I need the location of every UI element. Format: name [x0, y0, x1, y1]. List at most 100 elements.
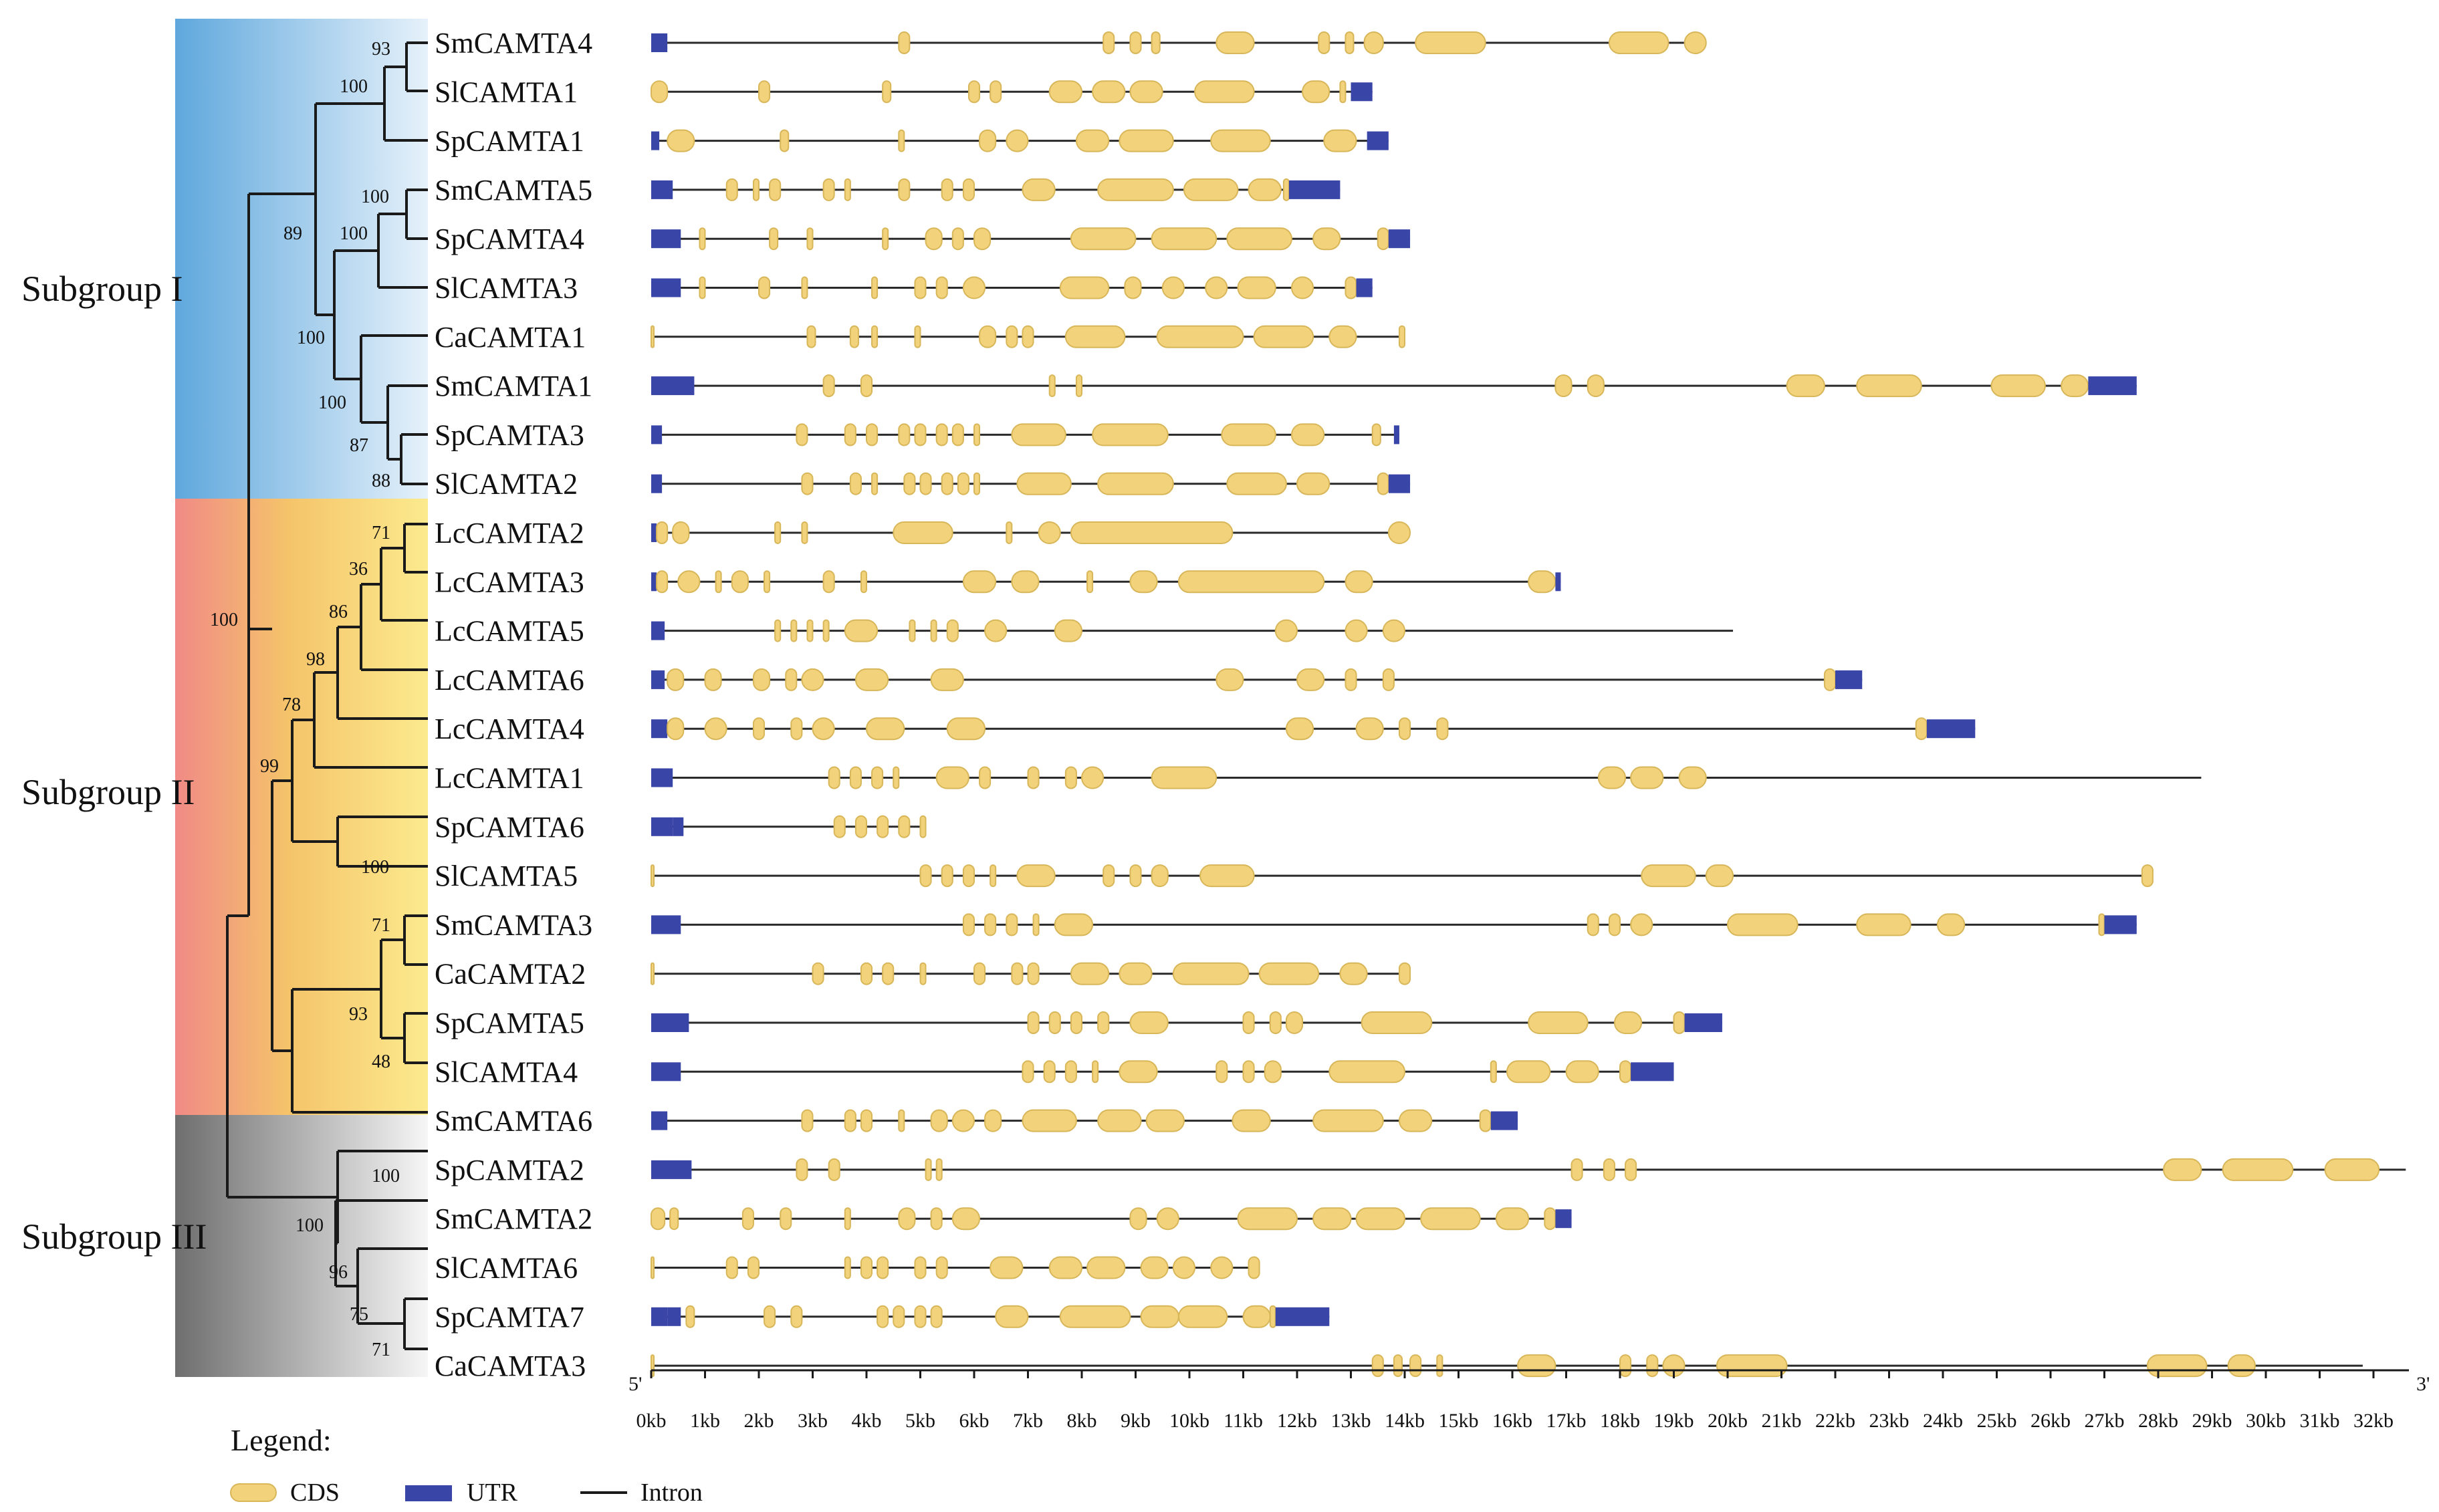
cds-exon	[898, 1109, 905, 1132]
axis-tick-label: 14kb	[1385, 1410, 1425, 1432]
cds-exon	[1264, 1060, 1282, 1084]
cds-exon	[1990, 374, 2046, 398]
gene-label: LcCAMTA5	[435, 615, 584, 648]
gene-label: LcCAMTA3	[435, 565, 584, 598]
utr-region	[651, 33, 668, 52]
cds-exon	[1006, 521, 1013, 544]
cds-exon	[774, 619, 782, 642]
cds-exon	[946, 717, 986, 741]
cds-exon	[914, 1256, 927, 1279]
cds-exon	[790, 619, 798, 642]
axis-tick-label: 31kb	[2300, 1410, 2340, 1432]
cds-exon	[1641, 864, 1696, 888]
cds-exon	[780, 1207, 792, 1231]
cds-exon	[1285, 717, 1314, 741]
cds-exon	[822, 570, 835, 594]
cds-exon	[1199, 864, 1255, 888]
cds-exon	[801, 276, 808, 299]
cds-exon	[860, 962, 873, 985]
cds-exon	[1936, 913, 1966, 936]
cds-exon	[1048, 374, 1056, 398]
cds-exon	[1043, 1060, 1056, 1084]
cds-exon	[1345, 31, 1355, 54]
utr-region	[651, 768, 673, 787]
utr-region	[1835, 670, 1863, 689]
cds-exon	[651, 962, 655, 985]
cds-exon	[1646, 1354, 1659, 1378]
cds-exon	[2141, 864, 2154, 888]
cds-exon	[1506, 1060, 1551, 1084]
gene-structure-row	[651, 472, 1411, 495]
legend-cds-swatch	[230, 1483, 277, 1502]
cds-exon	[1011, 423, 1066, 447]
cds-exon	[898, 31, 911, 54]
bootstrap-label: 98	[306, 649, 325, 670]
cds-exon	[747, 1256, 760, 1279]
axis-tick-label: 16kb	[1492, 1410, 1532, 1432]
gene-structure-row	[651, 1109, 1518, 1132]
cds-exon	[828, 766, 840, 789]
cds-exon	[1140, 1305, 1179, 1328]
cds-exon	[893, 766, 900, 789]
cds-exon	[1038, 521, 1061, 544]
cds-exon	[822, 619, 830, 642]
cds-exon	[1415, 31, 1486, 54]
cds-exon	[1022, 1109, 1077, 1132]
cds-exon	[1269, 1305, 1276, 1328]
utr-region	[651, 1307, 668, 1326]
bootstrap-label: 36	[349, 559, 368, 580]
cds-exon	[871, 276, 879, 299]
axis-tick-label: 9kb	[1121, 1410, 1151, 1432]
gene-label: LcCAMTA6	[435, 664, 584, 697]
legend-title: Legend:	[231, 1423, 332, 1457]
cds-exon	[1237, 1207, 1298, 1231]
cds-exon	[844, 1109, 856, 1132]
cds-exon	[1290, 276, 1314, 299]
cds-exon	[1119, 1060, 1158, 1084]
bootstrap-label: 96	[329, 1262, 348, 1283]
utr-region	[651, 229, 681, 249]
cds-exon	[1027, 1011, 1040, 1034]
cds-exon	[1363, 31, 1384, 54]
gene-label: SmCAMTA6	[435, 1105, 592, 1138]
cds-exon	[1183, 178, 1239, 201]
cds-exon	[1613, 1011, 1643, 1034]
cds-exon	[844, 423, 856, 447]
cds-exon	[1528, 570, 1556, 594]
cds-exon	[752, 178, 760, 201]
gene-label: CaCAMTA2	[435, 958, 586, 991]
axis-tick-label: 28kb	[2138, 1410, 2178, 1432]
utr-region	[651, 523, 657, 542]
gene-structure-row	[651, 766, 2202, 789]
cds-exon	[1371, 1354, 1384, 1378]
cds-exon	[903, 472, 916, 495]
cds-exon	[1151, 766, 1217, 789]
cds-exon	[1086, 1256, 1126, 1279]
cds-exon	[2098, 913, 2105, 936]
gene-label: SlCAMTA4	[435, 1055, 578, 1088]
cds-exon	[822, 374, 835, 398]
cds-exon	[893, 1305, 905, 1328]
utr-region	[651, 719, 668, 739]
cds-exon	[893, 521, 953, 544]
cds-exon	[844, 178, 851, 201]
cds-exon	[1274, 619, 1298, 642]
cds-exon	[822, 178, 835, 201]
bootstrap-label: 86	[329, 602, 348, 622]
cds-exon	[882, 227, 889, 251]
cds-exon	[1387, 521, 1411, 544]
cds-exon	[1678, 766, 1707, 789]
utr-region	[2104, 915, 2137, 934]
cds-exon	[672, 521, 690, 544]
cds-exon	[1630, 766, 1664, 789]
cds-exon	[1054, 619, 1082, 642]
cds-exon	[1398, 1109, 1433, 1132]
subgroup-II-panel	[175, 499, 428, 1115]
cds-exon	[1210, 129, 1271, 152]
cds-exon	[898, 1207, 916, 1231]
axis-tick-label: 18kb	[1600, 1410, 1640, 1432]
cds-exon	[752, 717, 766, 741]
cds-exon	[1129, 80, 1163, 104]
cds-exon	[780, 129, 790, 152]
